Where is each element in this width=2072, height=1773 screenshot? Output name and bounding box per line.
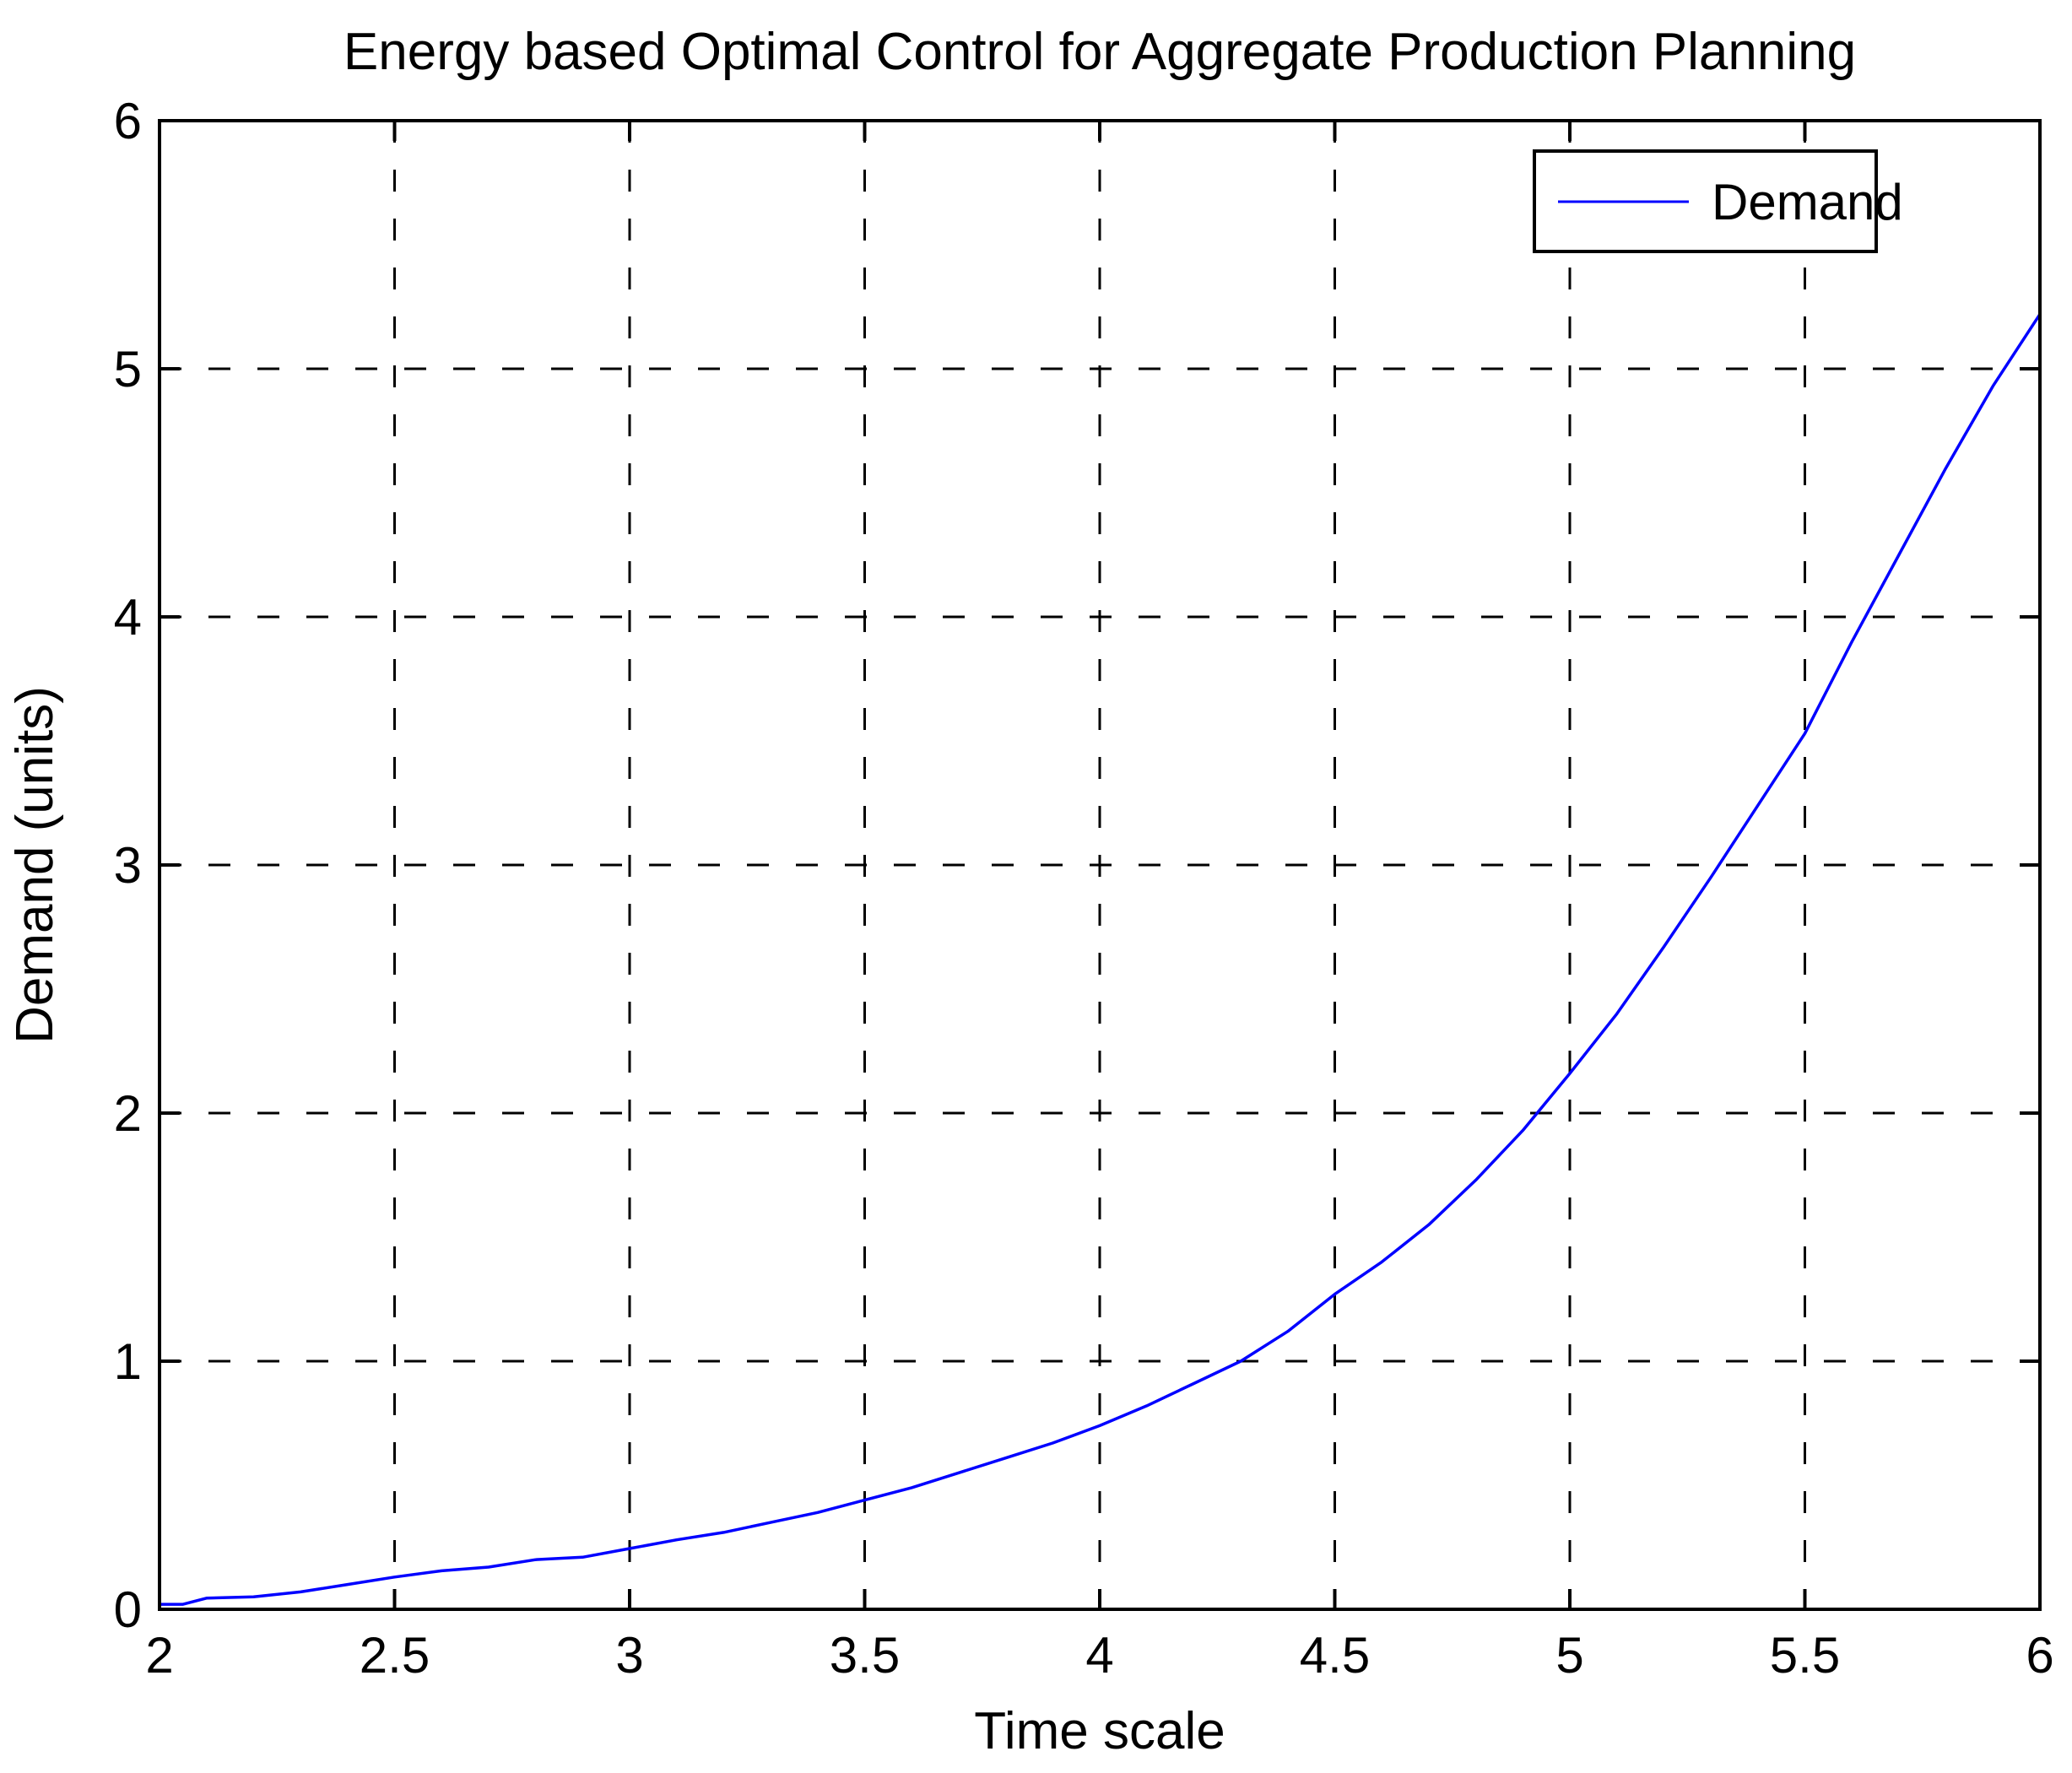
x-tick-label: 5.5 bbox=[1770, 1627, 1840, 1684]
x-tick-label: 4 bbox=[1085, 1627, 1113, 1684]
y-tick-label: 0 bbox=[114, 1581, 142, 1638]
series-layer bbox=[160, 313, 2042, 1606]
y-tick-label: 4 bbox=[114, 589, 142, 646]
y-tick-label: 1 bbox=[114, 1333, 142, 1390]
x-tick-label: 6 bbox=[2026, 1627, 2053, 1684]
y-tick-label: 3 bbox=[114, 837, 142, 894]
legend-label-demand: Demand bbox=[1712, 174, 1903, 230]
legend: Demand bbox=[1533, 149, 1903, 253]
x-tick-label: 2.5 bbox=[360, 1627, 430, 1684]
y-axis-label: Demand (units) bbox=[6, 686, 64, 1044]
x-tick-label: 3.5 bbox=[830, 1627, 900, 1684]
tick-layer bbox=[158, 119, 2042, 1611]
y-tick-label: 6 bbox=[114, 93, 142, 149]
x-tick-label: 4.5 bbox=[1300, 1627, 1370, 1684]
x-tick-label: 2 bbox=[145, 1627, 173, 1684]
grid-layer bbox=[160, 121, 2040, 1609]
x-tick-label: 5 bbox=[1555, 1627, 1583, 1684]
x-axis-label: Time scale bbox=[974, 1702, 1225, 1760]
demand-series-line bbox=[160, 313, 2042, 1606]
y-tick-label: 5 bbox=[114, 341, 142, 397]
tick-label-layer: 2 2.5 3 3.5 4 4.5 5 5.5 6 0 1 2 3 4 5 6 bbox=[114, 93, 2054, 1684]
y-tick-label: 2 bbox=[114, 1085, 142, 1142]
x-tick-label: 3 bbox=[615, 1627, 643, 1684]
chart-title: Energy based Optimal Control for Aggrega… bbox=[344, 23, 1856, 81]
